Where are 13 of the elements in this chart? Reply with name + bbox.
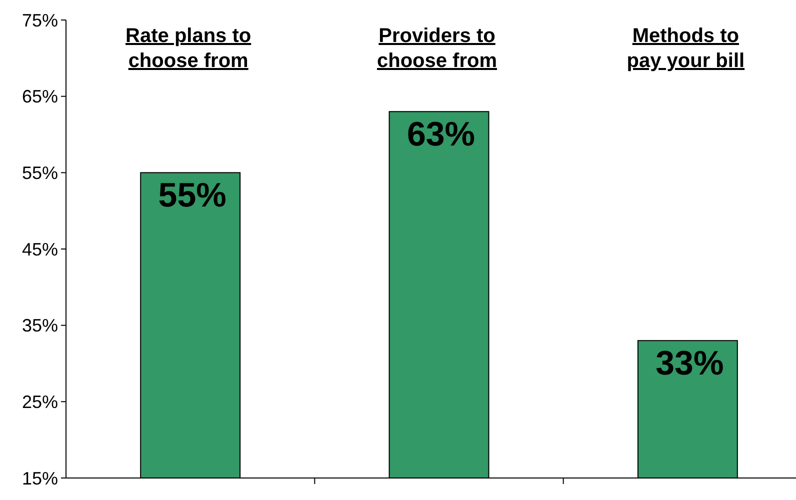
y-tick-label: 15% <box>22 468 58 488</box>
y-tick-label: 35% <box>22 316 58 336</box>
x-tick-label: Rate plans to choose from <box>126 25 252 72</box>
y-tick-label: 25% <box>22 392 58 412</box>
y-tick-label: 75% <box>22 10 58 30</box>
data-label: 63% <box>406 116 476 154</box>
y-tick-label: 45% <box>22 239 58 260</box>
y-tick-label: 55% <box>22 162 58 183</box>
x-tick-label: Methods to pay your bill <box>626 25 745 72</box>
x-tick-label: Providers to choose from <box>376 25 498 72</box>
data-label: 33% <box>656 344 724 383</box>
y-tick-label: 65% <box>22 86 58 107</box>
data-label: 55% <box>158 176 226 215</box>
